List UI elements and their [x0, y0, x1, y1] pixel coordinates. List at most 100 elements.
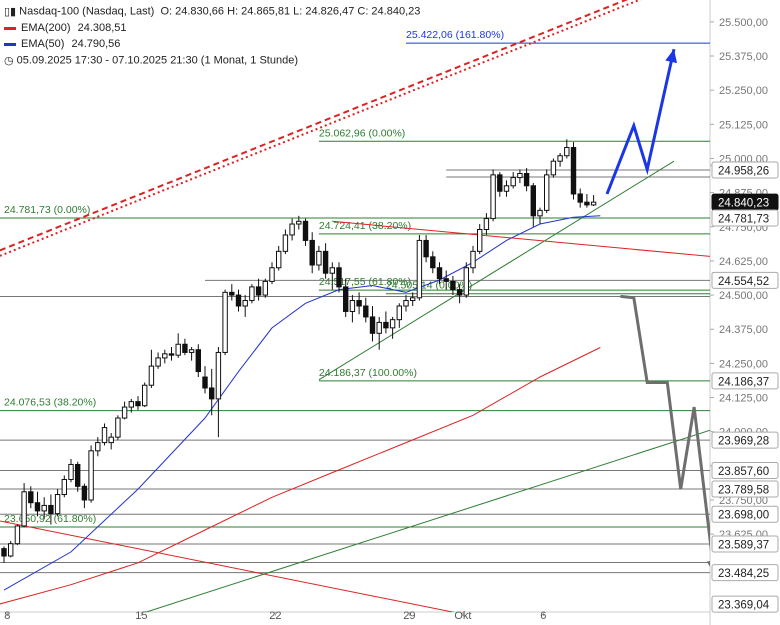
candle-body	[550, 160, 557, 176]
candle-body	[34, 502, 41, 512]
y-tick-label: 23.750,00	[719, 495, 768, 507]
candle-body	[544, 174, 550, 211]
ema50-value: 24.790,56	[71, 38, 121, 51]
ema50-label: EMA(50)	[21, 38, 65, 51]
candle-body	[88, 450, 94, 501]
x-tick-label: 15	[135, 610, 147, 622]
level-label: 24.076,53 (38.20%)	[4, 397, 96, 409]
candle-body	[222, 291, 228, 353]
price-box-label: 24.554,52	[718, 276, 769, 288]
y-tick-label: 24.500,00	[719, 290, 768, 302]
candle-body	[329, 267, 336, 274]
price-box-label: 24.186,37	[718, 376, 769, 388]
ema50-line	[3, 215, 601, 591]
candle-body	[577, 193, 583, 203]
candle-body	[503, 185, 510, 192]
candle-body	[48, 504, 54, 515]
candle-body	[235, 294, 242, 307]
candle-body	[101, 427, 108, 444]
candle-body	[135, 401, 141, 407]
candle-body	[108, 436, 114, 444]
y-tick-label: 25.375,00	[719, 51, 768, 63]
candle-body	[590, 201, 597, 206]
candle-body	[410, 297, 416, 302]
y-tick-label: 25.500,00	[719, 17, 768, 29]
candle-body	[537, 209, 543, 217]
candle-body	[510, 177, 516, 187]
candle-body	[416, 239, 423, 299]
trendline	[332, 220, 710, 257]
projection-up-line	[605, 48, 676, 195]
x-tick-label: 8	[4, 610, 10, 622]
trendline	[318, 160, 675, 381]
legend-period: ◷ 05.09.2025 17:30 - 07.10.2025 21:30 (1…	[4, 54, 298, 68]
candle-body	[182, 343, 188, 353]
candle-body	[209, 387, 215, 400]
instrument-title: Nasdaq-100 (Nasdaq, Last)	[19, 5, 155, 18]
y-tick-label: 25.125,00	[719, 119, 768, 131]
candle-body	[41, 504, 47, 512]
candle-body	[81, 485, 88, 501]
candle-body	[497, 174, 503, 192]
ema50-swatch	[4, 42, 16, 46]
candle-body	[188, 349, 195, 353]
price-box	[711, 271, 779, 289]
level-label: 24.517,55 (61.80%)	[319, 276, 411, 288]
candle-body	[302, 220, 309, 241]
candle-body	[21, 491, 27, 527]
candle-body	[229, 291, 235, 296]
price-box-label: 23.789,58	[718, 485, 769, 497]
candle-body	[309, 239, 315, 266]
candle-body	[202, 376, 208, 389]
clock-icon: ◷	[4, 55, 14, 67]
level-label: 25.062,96 (0.00%)	[319, 127, 405, 139]
candle-body	[530, 185, 536, 217]
y-tick-label: 24.375,00	[719, 324, 768, 336]
price-box	[711, 564, 779, 582]
candle-body	[28, 491, 34, 504]
level-label: 24.186,37 (100.00%)	[319, 367, 417, 379]
price-box	[711, 480, 779, 498]
candle-body	[142, 384, 148, 407]
candle-body	[363, 305, 369, 318]
price-box-label: 24.958,26	[718, 165, 769, 177]
candlestick-icon: ▯▮	[4, 6, 17, 18]
candle-body	[269, 267, 275, 282]
legend-ema50: EMA(50) 24.790,56	[4, 38, 120, 50]
price-box-label: 23.589,37	[718, 539, 769, 551]
plot-area	[0, 0, 710, 612]
candle-body	[276, 250, 282, 269]
y-tick-label: 24.625,00	[719, 256, 768, 268]
period-text: 05.09.2025 17:30 - 07.10.2025 21:30 (1 M…	[16, 54, 298, 67]
x-tick-label: 6	[540, 610, 546, 622]
price-box	[711, 372, 779, 390]
x-tick-label: 29	[403, 610, 415, 622]
candle-body	[376, 321, 382, 334]
candle-body	[336, 267, 342, 288]
candle-body	[403, 300, 409, 307]
price-box-label: 24.781,73	[718, 214, 769, 226]
candle-body	[54, 494, 61, 515]
candle-body	[316, 250, 322, 266]
candle-body	[564, 147, 570, 157]
candle-body	[383, 321, 389, 329]
price-box-label: 23.484,25	[718, 568, 769, 580]
candle-body	[490, 174, 496, 220]
candle-body	[155, 357, 161, 367]
candle-body	[168, 353, 175, 356]
candle-body	[463, 267, 470, 296]
candle-body	[483, 218, 490, 230]
candle-body	[242, 300, 248, 307]
ema200-line	[0, 347, 601, 605]
projection-up-arrowhead	[665, 49, 678, 64]
projection-down-line	[620, 294, 710, 552]
candle-body	[289, 223, 295, 236]
candle-body	[162, 353, 168, 359]
candle-body	[470, 250, 476, 269]
legend-ema200: EMA(200) 24.308,51	[4, 22, 127, 34]
price-box	[711, 161, 779, 179]
price-box	[711, 505, 779, 523]
trendline	[0, 520, 455, 612]
candle-body	[296, 220, 302, 225]
